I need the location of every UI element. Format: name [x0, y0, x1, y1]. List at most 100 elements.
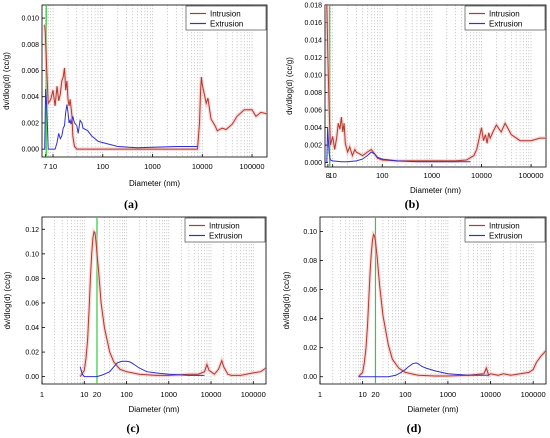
legend-label-intrusion: Intrusion	[209, 222, 240, 231]
y-tick-label: 0.02	[303, 345, 317, 352]
series-line-extrusion	[44, 88, 198, 150]
legend-label-extrusion: Extrusion	[489, 232, 522, 241]
x-tick-label: 100000	[240, 162, 265, 171]
plot-frame	[324, 4, 547, 168]
y-tick-label: 0.008	[304, 90, 322, 97]
series-line-extrusion	[79, 360, 205, 378]
plot-frame	[41, 4, 268, 158]
y-tick-label: 0.00	[25, 374, 39, 381]
y-tick-label: 0.010	[21, 16, 39, 23]
y-tick-label: 0.00	[303, 374, 317, 381]
y-tick-label: 0.004	[21, 94, 39, 101]
series-group	[325, 5, 546, 163]
x-tick-label: 10000	[201, 390, 222, 399]
y-tick-label: 0.02	[25, 350, 39, 357]
legend-box	[464, 217, 546, 243]
panel-b: (b) 0.000 0.002 0.004 0.006 0.008 0.010 0.012 0…	[285, 3, 547, 211]
x-tick-label: 1000	[144, 162, 161, 171]
x-axis-label: Diameter (nm)	[410, 186, 461, 195]
y-tick-label: 0.008	[21, 42, 39, 49]
y-tick-label: 0.002	[304, 143, 322, 150]
y-tick-label: 0.006	[304, 108, 322, 115]
x-tick-label: 10	[329, 171, 337, 180]
plot-frame	[319, 216, 547, 385]
x-tick-label: 100000	[241, 390, 266, 399]
x-tick-label: 1000	[424, 171, 441, 180]
x-tick-label: 100000	[521, 390, 546, 399]
y-tick-label: 0.012	[304, 55, 322, 62]
legend-label-intrusion: Intrusion	[210, 10, 241, 19]
legend-box	[185, 5, 267, 31]
y-tick-label: 0.002	[21, 120, 39, 127]
y-tick-label: 0.08	[25, 276, 39, 283]
panel-caption: (b)	[405, 197, 420, 211]
x-tick-label: 10000	[471, 171, 492, 180]
x-tick-label: 20	[93, 390, 101, 399]
series-line-intrusion	[79, 230, 266, 377]
series-line-extrusion	[326, 127, 471, 163]
y-tick-label: 0.04	[25, 325, 39, 332]
gridlines	[41, 217, 267, 384]
x-tick-label: 100	[376, 171, 389, 180]
gridlines	[319, 217, 547, 384]
y-axis-label: dv/dlog(d) (cc/g)	[282, 271, 291, 329]
panel-caption: (c)	[126, 421, 139, 435]
panel-caption: (d)	[407, 421, 422, 435]
y-tick-label: 0.10	[303, 229, 317, 236]
x-tick-label: 100	[97, 162, 110, 171]
series-group	[357, 229, 546, 379]
y-axis-label: dv/dlog(d) (cc/g)	[285, 57, 294, 115]
x-tick-label: 1000	[440, 390, 457, 399]
legend-label-extrusion: Extrusion	[210, 20, 243, 29]
y-tick-label: 0.000	[304, 160, 322, 167]
x-tick-label: 1	[318, 390, 322, 399]
y-tick-label: 0.006	[21, 68, 39, 75]
y-tick-label: 0.004	[304, 125, 322, 132]
x-tick-label: 7	[43, 162, 47, 171]
legend-box	[464, 5, 546, 31]
y-axis-label: dv/dlog(d) (cc/g)	[3, 271, 12, 329]
legend-label-extrusion: Extrusion	[209, 232, 242, 241]
x-tick-label: 20	[371, 390, 379, 399]
x-tick-label: 100000	[519, 171, 544, 180]
legend-label-intrusion: Intrusion	[489, 10, 520, 19]
x-tick-label: 8	[326, 171, 330, 180]
x-tick-label: 10	[49, 162, 57, 171]
legend-label-extrusion: Extrusion	[489, 20, 522, 29]
plot-frame	[41, 216, 267, 385]
y-tick-label: 0.010	[304, 73, 322, 80]
series-line-extrusion	[358, 362, 489, 378]
x-tick-label: 10000	[480, 390, 501, 399]
panel-d: (d) 0.00 0.02 0.04 0.06 0.08 0.10 1 10 20 100 1000…	[282, 216, 547, 435]
y-tick-label: 0.10	[25, 251, 39, 258]
y-tick-label: 0.014	[304, 38, 322, 45]
x-tick-label: 1000	[160, 390, 177, 399]
y-axis-label: dv/dlog(d) (cc/g)	[2, 52, 11, 110]
legend-box	[184, 217, 266, 243]
series-line-intrusion	[358, 233, 546, 378]
x-axis-label: Diameter (nm)	[128, 405, 179, 414]
x-tick-label: 100	[399, 390, 412, 399]
y-tick-label: 0.08	[303, 258, 317, 265]
series-band-intrusion	[357, 229, 546, 379]
series-group	[42, 24, 267, 151]
panel-a: (a) 0.000 0.002 0.004 0.006 0.008 0.010 7 10 100…	[2, 4, 268, 211]
y-tick-label: 0.04	[303, 316, 317, 323]
x-tick-label: 1	[40, 390, 44, 399]
x-axis-label: Diameter (nm)	[129, 179, 180, 188]
panel-caption: (a)	[124, 197, 138, 211]
y-tick-label: 0.018	[304, 3, 322, 10]
x-tick-label: 100	[120, 390, 133, 399]
y-tick-label: 0.06	[25, 300, 39, 307]
series-line-intrusion	[44, 24, 267, 150]
series-group	[78, 227, 266, 378]
legend-label-intrusion: Intrusion	[489, 222, 520, 231]
panel-c: (c) 0.00 0.02 0.04 0.06 0.08 0.10 0.12 1 10 20 100…	[3, 216, 267, 435]
x-tick-label: 10	[80, 390, 88, 399]
y-tick-label: 0.000	[21, 147, 39, 154]
